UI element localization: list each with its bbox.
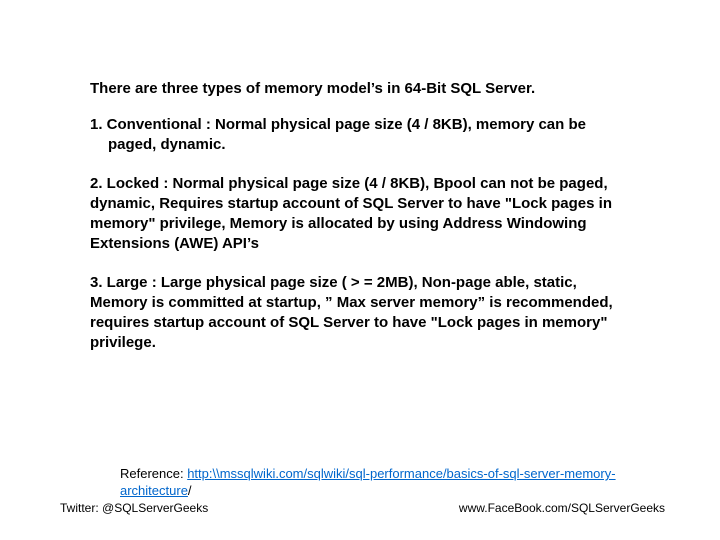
reference-label: Reference: [120, 466, 187, 481]
footer-twitter: Twitter: @SQLServerGeeks [60, 501, 208, 515]
list-item: 3. Large : Large physical page size ( > … [90, 273, 630, 354]
list-item: 2. Locked : Normal physical page size (4… [90, 174, 630, 255]
reference-trail: / [188, 483, 192, 498]
list-item: 1. Conventional : Normal physical page s… [90, 115, 630, 156]
slide-content: There are three types of memory model’s … [0, 0, 720, 354]
intro-text: There are three types of memory model’s … [90, 80, 630, 97]
reference-block: Reference: http:\\mssqlwiki.com/sqlwiki/… [120, 466, 640, 500]
footer-facebook: www.FaceBook.com/SQLServerGeeks [459, 501, 665, 515]
reference-link[interactable]: http:\\mssqlwiki.com/sqlwiki/sql-perform… [120, 466, 616, 498]
